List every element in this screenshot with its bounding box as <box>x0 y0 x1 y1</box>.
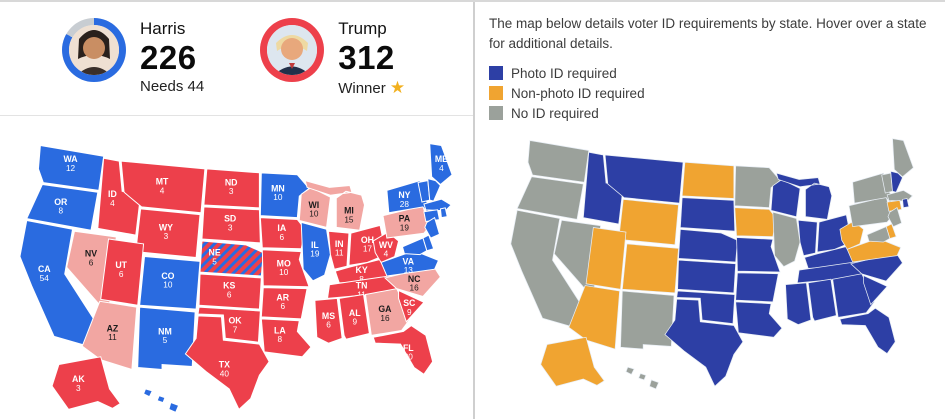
electoral-state-IL[interactable] <box>300 221 331 282</box>
electoral-state-CO[interactable] <box>139 256 201 310</box>
harris-status: Needs 44 <box>140 78 205 96</box>
harris-electoral-votes: 226 <box>140 38 197 76</box>
electoral-state-NH[interactable] <box>427 178 442 202</box>
voter-id-map <box>487 126 931 403</box>
voterid-state-TX[interactable] <box>664 298 744 387</box>
voterid-state-WA[interactable] <box>527 139 590 183</box>
election-results-panel: Harris 226 Needs 44 <box>0 2 473 419</box>
trump-status: Winner ★ <box>338 78 406 98</box>
voterid-state-AK[interactable] <box>540 336 605 387</box>
voterid-state-RI[interactable] <box>902 197 910 208</box>
trump-name: Trump <box>338 19 387 38</box>
electoral-state-ME[interactable] <box>429 143 453 186</box>
electoral-state-HI[interactable] <box>142 388 180 413</box>
voterid-state-SC[interactable] <box>863 274 888 305</box>
electoral-state-OR[interactable] <box>26 183 99 231</box>
electoral-state-NM[interactable] <box>137 306 196 370</box>
electoral-state-AR[interactable] <box>260 287 308 320</box>
electoral-map: WA 12 OR 8 CA 54 NV 6 ID 4 MT 4 WY 3 UT 6 CO 10 AZ 11 NM 5 ND 3… <box>0 116 473 419</box>
legend-item-nonphoto-id: Non-photo ID required <box>489 86 931 101</box>
voter-id-intro-text: The map below details voter ID requireme… <box>489 16 927 52</box>
no-id-swatch <box>489 106 503 120</box>
voterid-state-CT[interactable] <box>886 199 903 212</box>
electoral-state-MD[interactable] <box>401 237 428 256</box>
voterid-state-LA[interactable] <box>735 301 783 338</box>
electoral-state-AK[interactable] <box>51 356 121 410</box>
electoral-state-WY[interactable] <box>135 208 201 259</box>
harris-name: Harris <box>140 19 186 38</box>
photo-id-swatch <box>489 66 503 80</box>
electoral-state-NJ[interactable] <box>424 216 441 239</box>
electoral-state-CT[interactable] <box>423 209 441 223</box>
electoral-state-MT[interactable] <box>120 160 206 214</box>
voterid-state-MS[interactable] <box>785 281 812 325</box>
voterid-state-OK[interactable] <box>676 290 736 324</box>
electoral-state-FL[interactable] <box>372 325 434 375</box>
voterid-state-NM[interactable] <box>620 290 675 349</box>
electoral-state-AZ[interactable] <box>81 300 138 371</box>
voterid-state-ND[interactable] <box>681 161 735 199</box>
electoral-state-OK[interactable] <box>197 306 261 343</box>
voterid-state-MT[interactable] <box>604 154 684 203</box>
voterid-state-ME[interactable] <box>892 137 914 177</box>
electoral-state-KS[interactable] <box>198 273 262 310</box>
voterid-state-AZ[interactable] <box>568 284 621 350</box>
trump-photo <box>267 25 318 75</box>
winner-star-icon: ★ <box>389 78 406 98</box>
voterid-state-MD[interactable] <box>866 225 891 242</box>
legend-item-no-id: No ID required <box>489 106 931 121</box>
electoral-state-SD[interactable] <box>201 206 261 244</box>
voterid-state-CO[interactable] <box>621 242 679 293</box>
trump-electoral-votes: 312 <box>338 38 395 76</box>
voterid-state-MO[interactable] <box>736 236 781 272</box>
voterid-state-KS[interactable] <box>677 259 737 293</box>
voterid-state-IN[interactable] <box>797 219 818 256</box>
electoral-state-UT[interactable] <box>100 238 145 306</box>
electoral-state-WA[interactable] <box>37 145 105 191</box>
voterid-state-NE[interactable] <box>678 228 738 262</box>
voterid-state-SD[interactable] <box>679 196 736 232</box>
voterid-state-MN[interactable] <box>734 165 781 208</box>
electoral-state-MI[interactable] <box>304 179 366 231</box>
electoral-state-MN[interactable] <box>259 172 310 219</box>
electoral-scoreboard: Harris 226 Needs 44 <box>0 2 473 116</box>
voterid-state-HI[interactable] <box>625 366 660 389</box>
electoral-state-MO[interactable] <box>261 249 310 288</box>
voterid-state-OR[interactable] <box>516 175 584 220</box>
harris-photo <box>69 25 119 75</box>
electoral-state-TX[interactable] <box>184 315 270 411</box>
electoral-state-ND[interactable] <box>203 168 260 209</box>
legend-item-photo-id: Photo ID required <box>489 66 931 81</box>
voterid-state-NJ[interactable] <box>887 206 903 227</box>
voterid-state-UT[interactable] <box>585 226 627 290</box>
electoral-state-AL[interactable] <box>338 293 370 340</box>
electoral-state-MS[interactable] <box>314 297 343 344</box>
candidate-card-harris[interactable]: Harris 226 Needs 44 <box>62 18 204 95</box>
voterid-state-MI[interactable] <box>775 172 833 220</box>
voterid-state-IL[interactable] <box>772 211 801 267</box>
voterid-state-AR[interactable] <box>735 272 779 302</box>
electoral-state-NE[interactable] <box>199 240 264 277</box>
voterid-state-AL[interactable] <box>807 278 837 321</box>
electoral-state-IN[interactable] <box>327 230 350 270</box>
electoral-state-IA[interactable] <box>259 217 306 250</box>
electoral-state-LA[interactable] <box>260 318 312 358</box>
nonphoto-id-swatch <box>489 86 503 100</box>
candidate-card-trump[interactable]: Trump 312 Winner ★ <box>260 18 405 97</box>
voterid-state-IA[interactable] <box>734 206 777 237</box>
voterid-state-NH[interactable] <box>890 170 903 193</box>
voterid-state-WY[interactable] <box>618 198 679 245</box>
electoral-state-RI[interactable] <box>439 207 448 219</box>
voter-id-panel: The map below details voter ID requireme… <box>473 2 945 419</box>
electoral-state-SC[interactable] <box>398 289 425 323</box>
voter-id-legend: Photo ID required Non-photo ID required … <box>489 66 931 121</box>
harris-progress-ring <box>62 18 126 82</box>
trump-progress-ring <box>260 18 325 82</box>
voterid-state-FL[interactable] <box>839 307 896 354</box>
